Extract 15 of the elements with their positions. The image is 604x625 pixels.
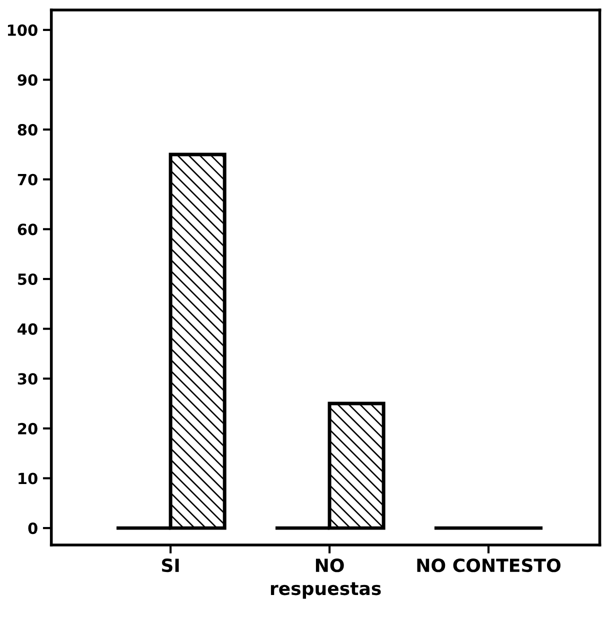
- y-tick-label: 10: [18, 472, 38, 484]
- y-tick-label: 80: [18, 124, 38, 136]
- x-tick-label: SI: [162, 558, 179, 572]
- y-tick-label: 0: [28, 522, 38, 534]
- y-tick-label: 50: [18, 273, 38, 286]
- y-tick-label: 20: [18, 422, 38, 434]
- y-tick-label: 60: [18, 224, 38, 236]
- x-axis-title: respuestas: [270, 582, 381, 599]
- y-tick-label: 100: [8, 24, 38, 36]
- y-tick-label: 70: [18, 174, 38, 186]
- y-tick-label: 30: [18, 373, 38, 385]
- y-tick-label: 90: [18, 74, 38, 86]
- x-tick-label: NO: [316, 558, 344, 572]
- x-tick-label: NO CONTESTO: [417, 558, 560, 572]
- y-tick-label: 40: [18, 323, 38, 335]
